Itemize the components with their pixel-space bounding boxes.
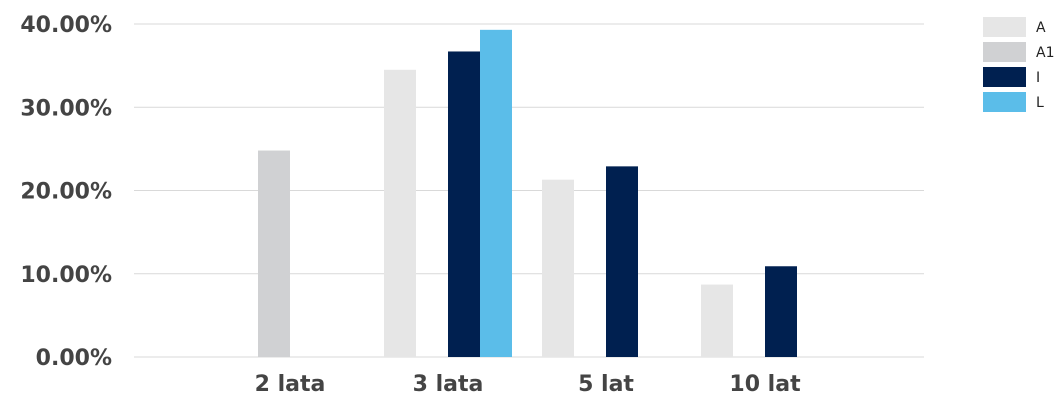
y-tick-label: 30.00% (20, 96, 112, 121)
bar-a-3-lata (384, 69, 416, 357)
y-tick-label: 0.00% (36, 346, 112, 371)
y-tick-label: 20.00% (20, 180, 112, 205)
bar-l-3-lata (480, 29, 512, 357)
bar-i-3-lata (448, 51, 480, 357)
x-tick-label: 10 lat (729, 372, 801, 397)
bars (258, 29, 797, 357)
legend-label-a: A (1036, 20, 1046, 36)
legend-swatch-i (983, 67, 1026, 87)
bar-a-10-lat (701, 284, 733, 357)
x-tick-label: 5 lat (578, 372, 634, 397)
bar-i-10-lat (765, 266, 797, 357)
y-axis-ticks: 0.00% 10.00% 20.00% 30.00% 40.00% (20, 13, 112, 371)
x-axis-ticks: 2 lata 3 lata 5 lat 10 lat (255, 372, 801, 397)
legend-label-l: L (1036, 95, 1044, 111)
legend-label-i: I (1036, 70, 1040, 86)
legend-swatch-a1 (983, 42, 1026, 62)
y-tick-label: 10.00% (20, 263, 112, 288)
legend-swatch-a (983, 17, 1026, 37)
x-tick-label: 2 lata (255, 372, 326, 397)
bar-a-5-lat (542, 179, 574, 357)
legend-swatch-l (983, 92, 1026, 112)
legend-label-a1: A1 (1036, 45, 1054, 61)
gridlines (134, 23, 924, 358)
legend: A A1 IL (983, 17, 1054, 112)
y-tick-label: 40.00% (20, 13, 112, 38)
bar-i-5-lat (606, 166, 638, 357)
x-tick-label: 3 lata (413, 372, 484, 397)
bar-a1-2-lata (258, 150, 290, 357)
